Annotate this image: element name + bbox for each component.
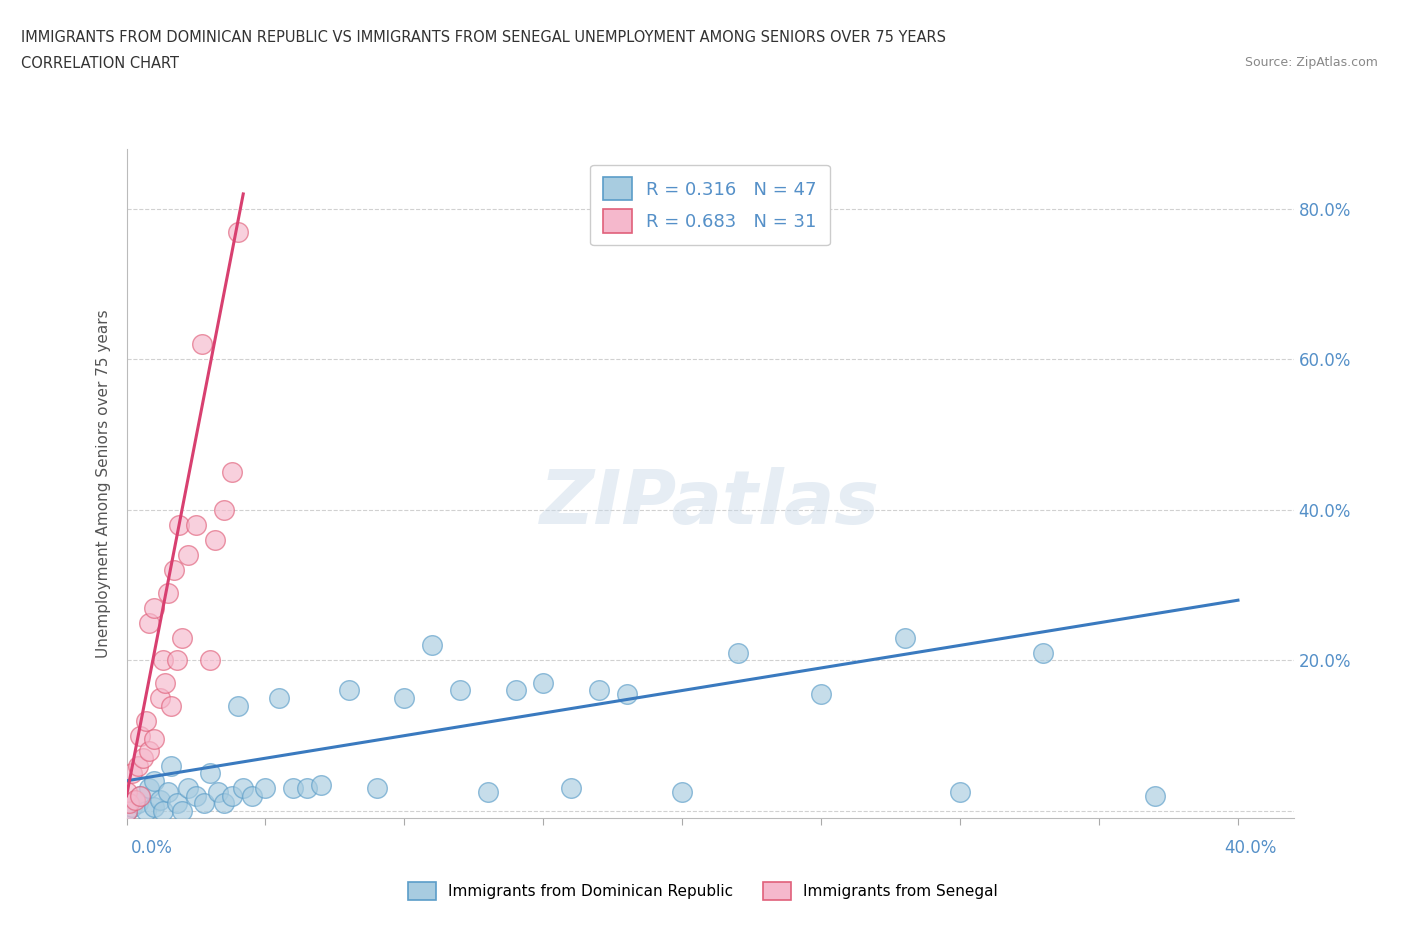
Point bbox=[204, 533, 226, 548]
Point bbox=[169, 517, 191, 532]
Point bbox=[138, 743, 160, 758]
Point bbox=[283, 781, 305, 796]
Point bbox=[172, 631, 194, 645]
Point bbox=[198, 653, 221, 668]
Point bbox=[477, 785, 499, 800]
Point bbox=[124, 792, 146, 807]
Point bbox=[127, 796, 149, 811]
Point bbox=[115, 785, 138, 800]
Point bbox=[616, 687, 638, 702]
Point bbox=[893, 631, 915, 645]
Point bbox=[1143, 789, 1166, 804]
Point bbox=[127, 758, 149, 773]
Point bbox=[138, 781, 160, 796]
Point bbox=[184, 789, 207, 804]
Point bbox=[232, 781, 254, 796]
Point bbox=[309, 777, 332, 792]
Point bbox=[176, 781, 198, 796]
Point bbox=[129, 789, 152, 804]
Point bbox=[132, 751, 155, 765]
Point bbox=[337, 683, 360, 698]
Point bbox=[207, 785, 229, 800]
Point bbox=[420, 638, 443, 653]
Point bbox=[121, 765, 143, 780]
Point bbox=[135, 713, 157, 728]
Point bbox=[671, 785, 693, 800]
Point bbox=[166, 796, 188, 811]
Point bbox=[176, 548, 198, 563]
Text: 0.0%: 0.0% bbox=[131, 839, 173, 857]
Legend: Immigrants from Dominican Republic, Immigrants from Senegal: Immigrants from Dominican Republic, Immi… bbox=[402, 876, 1004, 906]
Text: 40.0%: 40.0% bbox=[1225, 839, 1277, 857]
Point bbox=[129, 728, 152, 743]
Point bbox=[184, 517, 207, 532]
Point bbox=[143, 774, 166, 789]
Point bbox=[212, 796, 235, 811]
Point bbox=[212, 502, 235, 517]
Point bbox=[190, 337, 212, 352]
Point bbox=[115, 804, 138, 818]
Point bbox=[143, 800, 166, 815]
Point bbox=[138, 616, 160, 631]
Point bbox=[949, 785, 972, 800]
Point bbox=[198, 765, 221, 780]
Point bbox=[163, 563, 186, 578]
Point bbox=[394, 691, 416, 706]
Point bbox=[810, 687, 832, 702]
Point bbox=[727, 645, 749, 660]
Point bbox=[143, 732, 166, 747]
Point bbox=[149, 691, 172, 706]
Y-axis label: Unemployment Among Seniors over 75 years: Unemployment Among Seniors over 75 years bbox=[96, 310, 111, 658]
Legend: R = 0.316   N = 47, R = 0.683   N = 31: R = 0.316 N = 47, R = 0.683 N = 31 bbox=[591, 165, 830, 246]
Point bbox=[157, 585, 180, 600]
Point bbox=[155, 675, 177, 690]
Point bbox=[295, 781, 318, 796]
Point bbox=[129, 789, 152, 804]
Point bbox=[160, 758, 183, 773]
Point bbox=[157, 785, 180, 800]
Point bbox=[240, 789, 263, 804]
Point bbox=[269, 691, 291, 706]
Point bbox=[160, 698, 183, 713]
Point bbox=[588, 683, 610, 698]
Point bbox=[152, 653, 174, 668]
Point bbox=[560, 781, 582, 796]
Point bbox=[254, 781, 277, 796]
Point bbox=[149, 792, 172, 807]
Point bbox=[172, 804, 194, 818]
Point bbox=[226, 698, 249, 713]
Point bbox=[366, 781, 388, 796]
Text: CORRELATION CHART: CORRELATION CHART bbox=[21, 56, 179, 71]
Point bbox=[135, 804, 157, 818]
Point bbox=[1032, 645, 1054, 660]
Point bbox=[226, 224, 249, 239]
Point bbox=[143, 600, 166, 615]
Point bbox=[193, 796, 215, 811]
Point bbox=[152, 804, 174, 818]
Text: ZIPatlas: ZIPatlas bbox=[540, 467, 880, 540]
Text: IMMIGRANTS FROM DOMINICAN REPUBLIC VS IMMIGRANTS FROM SENEGAL UNEMPLOYMENT AMONG: IMMIGRANTS FROM DOMINICAN REPUBLIC VS IM… bbox=[21, 30, 946, 45]
Point bbox=[118, 796, 141, 811]
Point bbox=[531, 675, 554, 690]
Point bbox=[115, 804, 138, 818]
Point bbox=[505, 683, 527, 698]
Text: Source: ZipAtlas.com: Source: ZipAtlas.com bbox=[1244, 56, 1378, 69]
Point bbox=[221, 789, 243, 804]
Point bbox=[121, 800, 143, 815]
Point bbox=[449, 683, 471, 698]
Point bbox=[166, 653, 188, 668]
Point bbox=[221, 465, 243, 480]
